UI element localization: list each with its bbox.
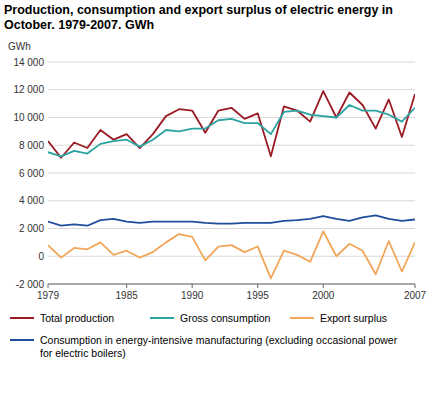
title-line: October. 1979-2007. GWh [4, 18, 154, 32]
grid-line [48, 200, 415, 201]
grid-line [48, 173, 415, 174]
x-tick [257, 284, 258, 288]
x-tick-label: 1985 [116, 290, 139, 301]
plot-area [48, 91, 415, 278]
chart: Production, consumption and export surpl… [0, 0, 429, 401]
grid-line [48, 256, 415, 257]
x-tick [323, 284, 324, 288]
x-tick [192, 284, 193, 288]
x-tick [415, 284, 416, 288]
grid-line [48, 228, 415, 229]
x-axis [48, 284, 415, 285]
y-tick-label: 6 000 [19, 168, 44, 179]
x-tick-label: 2000 [312, 290, 335, 301]
legend-swatch [290, 317, 314, 319]
title-line: Production, consumption and export surpl… [4, 3, 393, 17]
grid-line [48, 284, 415, 285]
series-line [48, 105, 415, 156]
x-tick-label: 1995 [247, 290, 270, 301]
y-tick-label: 8 000 [19, 140, 44, 151]
grid-line [48, 145, 415, 146]
legend-label: Gross consumption [180, 312, 271, 324]
x-tick-label: 2007 [404, 290, 427, 301]
legend-swatch [10, 317, 34, 319]
legend-label: Export surplus [320, 312, 387, 324]
grid-line [48, 89, 415, 90]
x-tick-label: 1979 [37, 290, 60, 301]
legend-swatch [10, 339, 34, 341]
x-tick [48, 284, 49, 288]
series-line [48, 231, 415, 278]
y-tick-label: 0 [38, 251, 44, 262]
legend-swatch [150, 317, 174, 319]
y-tick-label: 12 000 [13, 84, 44, 95]
series-line [48, 215, 415, 225]
legend-line: Consumption in energy-intensive manufact… [40, 334, 398, 346]
y-tick-label: 4 000 [19, 195, 44, 206]
legend-line: Export surplus [320, 312, 387, 324]
y-tick-label: -2 000 [16, 279, 45, 290]
legend-line: Total production [40, 312, 114, 324]
y-tick-label: 14 000 [13, 57, 44, 68]
y-tick-label: 2 000 [19, 223, 44, 234]
legend-line: Gross consumption [180, 312, 271, 324]
legend: Total production Gross consumption Export … [10, 312, 398, 359]
legend-line: for electric boilers) [40, 347, 126, 359]
legend-label: Consumption in energy-intensive manufact… [40, 334, 398, 359]
y-tick-label: 10 000 [13, 112, 44, 123]
series-line [48, 91, 415, 158]
x-tick [126, 284, 127, 288]
grid-line [48, 62, 415, 63]
title: Production, consumption and export surpl… [4, 3, 393, 32]
legend-label: Total production [40, 312, 114, 324]
grid-line [48, 117, 415, 118]
y-label: GWh [8, 41, 31, 52]
x-tick-label: 1990 [181, 290, 204, 301]
